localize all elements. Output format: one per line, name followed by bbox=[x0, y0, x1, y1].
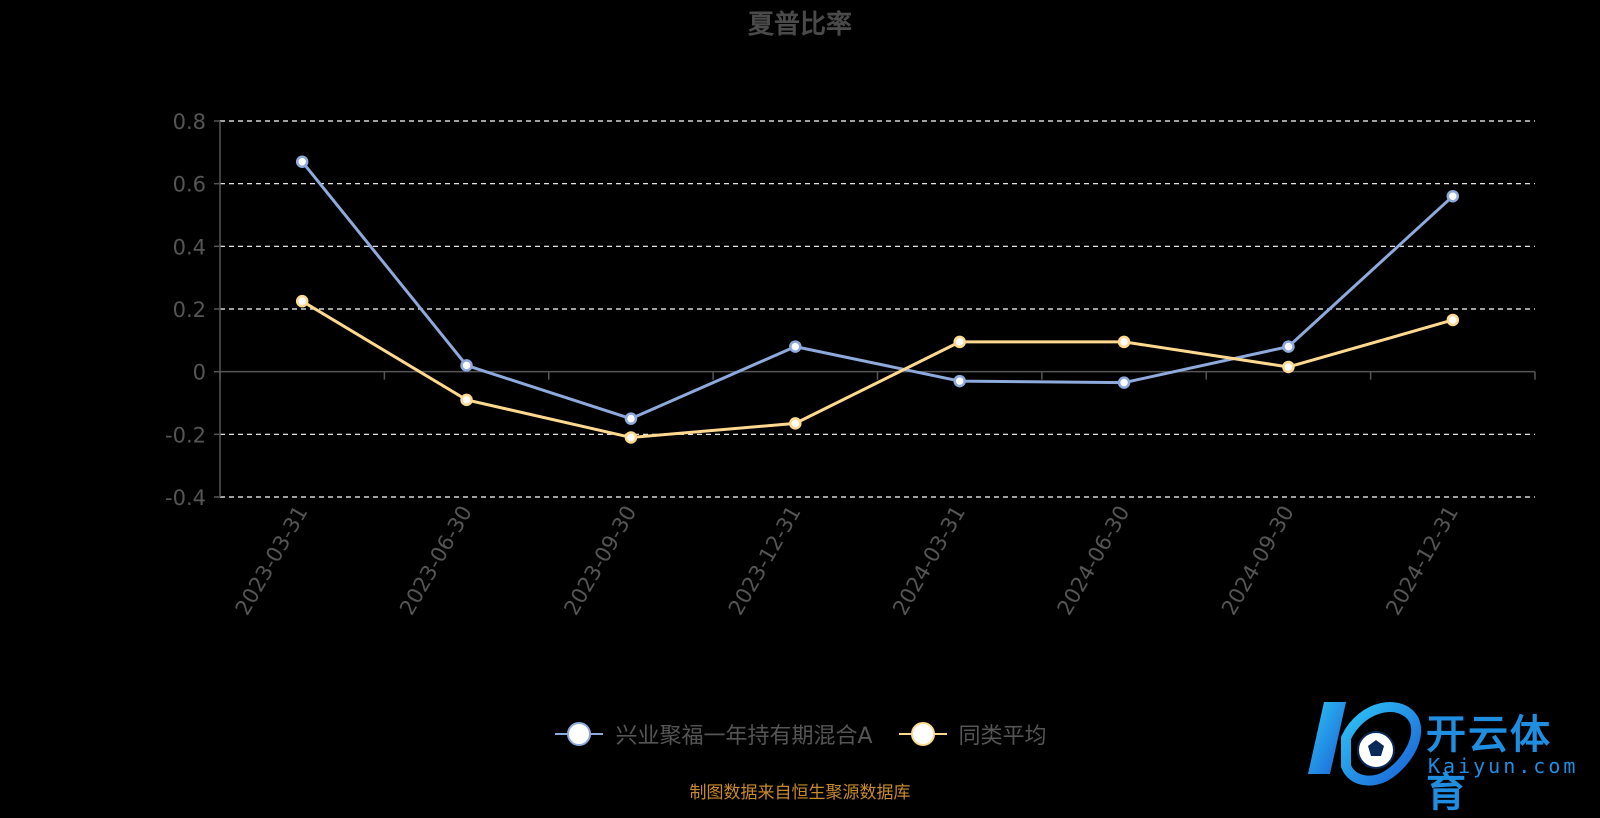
data-point-1 bbox=[295, 294, 309, 308]
y-tick-label: 0.8 bbox=[173, 110, 206, 134]
data-point-1 bbox=[1446, 313, 1460, 327]
data-point-0 bbox=[1446, 189, 1460, 203]
legend-swatch-average bbox=[898, 722, 947, 746]
y-tick-label: 0 bbox=[193, 361, 206, 385]
y-tick-label: 0.2 bbox=[173, 298, 206, 322]
grid-layer bbox=[220, 120, 1535, 498]
legend: 兴业聚福一年持有期混合A 同类平均 bbox=[0, 718, 1600, 750]
y-tick-label: -0.2 bbox=[165, 423, 206, 447]
watermark-logo: 开云体育 Kaiyun.com bbox=[1302, 694, 1582, 816]
data-point-0 bbox=[1282, 340, 1295, 353]
y-tick-label: 0.6 bbox=[173, 173, 206, 197]
legend-item-fund[interactable]: 兴业聚福一年持有期混合A bbox=[553, 718, 873, 750]
series-line-0 bbox=[301, 160, 1454, 421]
x-tick-label: 2023-03-31 bbox=[231, 502, 313, 620]
y-tick-label: -0.4 bbox=[165, 486, 206, 510]
series-line-1 bbox=[301, 299, 1454, 439]
data-point-0 bbox=[1117, 376, 1131, 389]
data-point-1 bbox=[460, 393, 473, 407]
data-point-0 bbox=[789, 340, 802, 353]
x-tick-label: 2024-06-30 bbox=[1053, 502, 1135, 620]
legend-label-average: 同类平均 bbox=[958, 724, 1047, 749]
line-chart: 0.8 0.6 0.4 0.2 0 -0.2 -0.4 2023-03-31 2023-06-3… bbox=[165, 110, 1536, 620]
legend-item-category-average[interactable]: 同类平均 bbox=[897, 718, 1047, 750]
data-point-0 bbox=[624, 412, 638, 425]
source-note: 制图数据来自恒生聚源数据库 bbox=[689, 783, 911, 803]
data-point-1 bbox=[953, 335, 966, 349]
x-tick-label: 2023-12-31 bbox=[724, 502, 806, 620]
x-tick-label: 2024-12-31 bbox=[1381, 502, 1463, 620]
soccer-ball-icon bbox=[1308, 702, 1421, 786]
series-layer bbox=[295, 155, 1460, 444]
x-tick-label: 2024-03-31 bbox=[888, 502, 970, 620]
data-point-1 bbox=[789, 417, 802, 430]
data-point-1 bbox=[1282, 360, 1295, 374]
watermark-name-en: Kaiyun.com bbox=[1428, 754, 1579, 778]
legend-swatch-fund bbox=[555, 722, 604, 746]
x-tick-label: 2024-09-30 bbox=[1217, 502, 1299, 620]
data-point-1 bbox=[1117, 335, 1131, 349]
data-point-0 bbox=[295, 155, 309, 168]
x-tick-label: 2023-09-30 bbox=[559, 502, 641, 620]
y-tick-label: 0.4 bbox=[173, 235, 206, 259]
data-point-1 bbox=[624, 431, 638, 444]
axis-layer: 0.8 0.6 0.4 0.2 0 -0.2 -0.4 2023-03-31 2023-06-3… bbox=[165, 110, 1536, 620]
chart-title: 夏普比率 bbox=[747, 10, 852, 40]
data-point-0 bbox=[460, 359, 473, 372]
legend-label-fund: 兴业聚福一年持有期混合A bbox=[615, 724, 873, 749]
x-tick-label: 2023-06-30 bbox=[395, 502, 477, 620]
data-point-0 bbox=[953, 374, 966, 388]
